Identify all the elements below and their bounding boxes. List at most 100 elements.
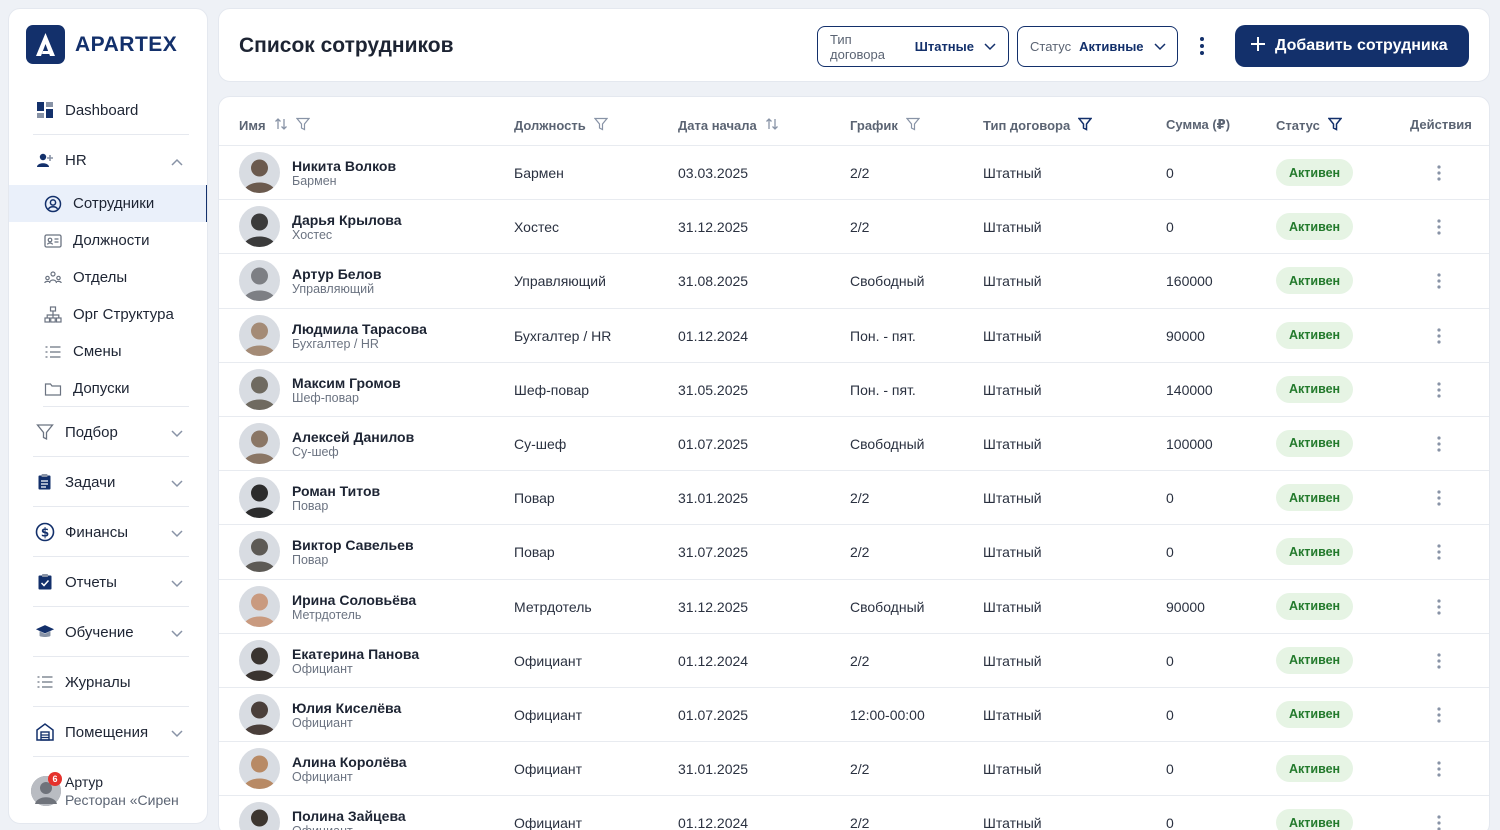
more-options-icon[interactable] <box>1437 382 1441 403</box>
table-row[interactable]: Максим Громов Шеф-повар Шеф-повар 31.05.… <box>219 361 1489 416</box>
employee-name[interactable]: Никита Волков <box>292 158 397 174</box>
avatar <box>239 422 280 464</box>
employee-name[interactable]: Ирина Соловьёва <box>292 591 417 608</box>
employee-name[interactable]: Полина Зайцева <box>292 808 406 825</box>
employee-name[interactable]: Артур Белов <box>292 266 382 283</box>
column-contract-type[interactable]: Тип договора <box>983 117 1093 134</box>
status-badge: Активен <box>1276 809 1354 830</box>
sidebar-item-shifts[interactable]: Смены <box>9 333 207 370</box>
sidebar-item-training[interactable]: Обучение <box>9 607 207 657</box>
avatar: 6 <box>31 772 62 806</box>
column-name[interactable]: Имя <box>239 117 310 134</box>
employee-role: Шеф-повар <box>292 390 359 405</box>
sidebar-item-departments[interactable]: Отделы <box>9 259 207 296</box>
more-options-icon[interactable] <box>1437 490 1441 511</box>
table-row[interactable]: Алексей Данилов Су-шеф Су-шеф 01.07.2025… <box>219 415 1489 470</box>
sidebar-item-employees[interactable]: Сотрудники <box>9 185 207 222</box>
graduation-icon <box>35 622 55 642</box>
chevron-up-icon[interactable] <box>171 153 183 170</box>
sidebar-item-positions[interactable]: Должности <box>9 222 207 259</box>
table-row[interactable]: Роман Титов Повар Повар 31.01.2025 2/2 Ш… <box>219 470 1489 524</box>
chevron-down-icon[interactable] <box>171 725 183 742</box>
status-filter[interactable]: Статус Активные <box>1017 26 1178 67</box>
sidebar-item-dashboard[interactable]: Dashboard <box>9 85 207 135</box>
schedule-cell: 12:00-00:00 <box>850 706 925 723</box>
add-employee-label: Добавить сотрудника <box>1275 37 1448 54</box>
filter-icon[interactable] <box>288 117 310 134</box>
more-options-icon[interactable] <box>1437 761 1441 782</box>
employee-name[interactable]: Алексей Данилов <box>292 428 415 445</box>
table-row[interactable]: Ирина Соловьёва Метрдотель Метрдотель 31… <box>219 578 1489 633</box>
user-organization: Ресторан «Сирен <box>65 792 179 808</box>
avatar <box>239 368 280 410</box>
sidebar-item-reports[interactable]: Отчеты <box>9 557 207 607</box>
column-label: Должность <box>514 118 586 133</box>
filter-icon[interactable] <box>586 117 609 134</box>
employee-role: Официант <box>292 770 353 785</box>
more-options-icon[interactable] <box>1437 219 1441 240</box>
more-options-icon[interactable] <box>1437 598 1441 620</box>
contract-type-filter[interactable]: Тип договора Штатные <box>817 26 1009 67</box>
table-row[interactable]: Дарья Крылова Хостес Хостес 31.12.2025 2… <box>219 199 1489 253</box>
more-options-icon[interactable] <box>1437 436 1441 457</box>
avatar <box>239 260 280 302</box>
column-position[interactable]: Должность <box>514 117 609 134</box>
employee-name[interactable]: Юлия Киселёва <box>292 699 402 716</box>
sidebar-item-premises[interactable]: Помещения <box>9 707 207 757</box>
more-options-icon[interactable] <box>1437 165 1441 186</box>
employee-name[interactable]: Максим Громов <box>292 374 401 391</box>
employee-name[interactable]: Людмила Тарасова <box>292 320 427 337</box>
chevron-down-icon[interactable] <box>171 475 183 492</box>
filter-icon[interactable] <box>898 117 921 134</box>
sidebar-item-recruiting[interactable]: Подбор <box>9 407 207 457</box>
sidebar-item-label: Отчеты <box>65 573 117 591</box>
contract-type-cell: Штатный <box>983 761 1042 778</box>
column-start-date[interactable]: Дата начала <box>678 117 779 134</box>
table-row[interactable]: Юлия Киселёва Официант Официант 01.07.20… <box>219 686 1489 741</box>
user-circle-icon <box>43 194 63 214</box>
column-schedule[interactable]: График <box>850 117 921 134</box>
chevron-down-icon[interactable] <box>171 525 183 542</box>
filter-label: Тип договора <box>830 31 885 62</box>
table-row[interactable]: Людмила Тарасова Бухгалтер / HR Бухгалте… <box>219 307 1489 362</box>
add-employee-button[interactable]: Добавить сотрудника <box>1235 25 1469 67</box>
chevron-down-icon[interactable] <box>171 625 183 642</box>
sort-icon[interactable] <box>266 117 288 134</box>
employee-name[interactable]: Роман Титов <box>292 483 381 500</box>
more-options-icon[interactable] <box>1437 815 1441 830</box>
employee-name[interactable]: Екатерина Панова <box>292 645 420 662</box>
chevron-down-icon[interactable] <box>171 575 183 592</box>
table-row[interactable]: Полина Зайцева Официант Официант 01.12.2… <box>219 795 1489 830</box>
more-options-icon[interactable] <box>1437 544 1441 565</box>
sort-icon[interactable] <box>757 117 779 134</box>
sidebar-item-journals[interactable]: Журналы <box>9 657 207 707</box>
more-options-icon[interactable] <box>1199 36 1205 61</box>
sidebar-item-hr[interactable]: HR <box>9 135 207 185</box>
table-row[interactable]: Артур Белов Управляющий Управляющий 31.0… <box>219 253 1489 307</box>
column-status[interactable]: Статус <box>1276 117 1343 134</box>
table-row[interactable]: Екатерина Панова Официант Официант 01.12… <box>219 632 1489 687</box>
table-row[interactable]: Никита Волков Бармен Бармен 03.03.2025 2… <box>219 145 1489 199</box>
employee-name[interactable]: Алина Королёва <box>292 754 407 771</box>
more-options-icon[interactable] <box>1437 707 1441 728</box>
table-row[interactable]: Алина Королёва Официант Официант 31.01.2… <box>219 741 1489 795</box>
user-profile[interactable]: 6 Артур Ресторан «Сирен <box>31 772 179 809</box>
start-date-cell: 01.07.2025 <box>678 435 749 452</box>
more-options-icon[interactable] <box>1437 653 1441 674</box>
chevron-down-icon[interactable] <box>171 425 183 442</box>
filter-active-icon[interactable] <box>1320 117 1343 134</box>
sidebar-item-tasks[interactable]: Задачи <box>9 457 207 507</box>
table-row[interactable]: Виктор Савельев Повар Повар 31.07.2025 2… <box>219 524 1489 578</box>
sidebar-item-label: Отделы <box>73 269 128 286</box>
filter-active-icon[interactable] <box>1070 117 1093 134</box>
column-sum[interactable]: Сумма (₽) <box>1166 117 1230 133</box>
sidebar-item-org-structure[interactable]: Орг Структура <box>9 296 207 333</box>
more-options-icon[interactable] <box>1437 273 1441 294</box>
employee-name[interactable]: Дарья Крылова <box>292 212 402 229</box>
logo[interactable]: APARTEX <box>26 25 177 64</box>
employee-name[interactable]: Виктор Савельев <box>292 537 414 554</box>
sidebar-item-permits[interactable]: Допуски <box>9 370 207 407</box>
sidebar-item-finance[interactable]: $ Финансы <box>9 507 207 557</box>
more-options-icon[interactable] <box>1437 327 1441 349</box>
position-cell: Бухгалтер / HR <box>514 327 612 344</box>
